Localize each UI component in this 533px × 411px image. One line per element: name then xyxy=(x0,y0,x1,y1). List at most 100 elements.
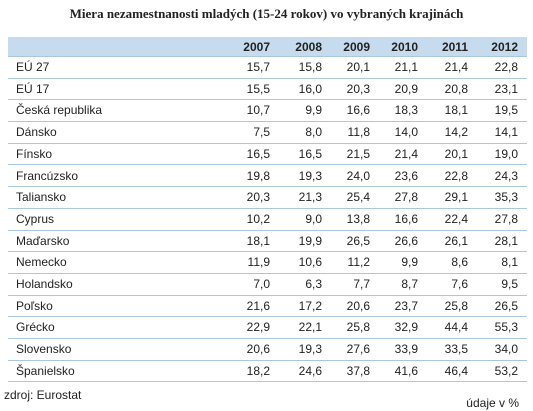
value-cell: 17,2 xyxy=(298,298,322,313)
value-cell: 6,3 xyxy=(305,277,322,291)
country: Fínsko xyxy=(16,146,53,161)
value-cell: 25,4 xyxy=(346,190,370,205)
table-row: Poľsko 21,6 17,2 20,6 23,7 25,8 26,5 xyxy=(8,296,527,318)
value-cell: 18,2 xyxy=(246,363,270,378)
value-cell: 19,3 xyxy=(298,168,322,183)
unit-note: údaje v % xyxy=(466,396,519,410)
value-cell: 11,2 xyxy=(347,255,370,270)
value-cell: 10,6 xyxy=(298,255,322,270)
title: Miera nezamestnanosti mladých (15-24 rok… xyxy=(69,6,464,21)
value-cell: 44,4 xyxy=(444,320,468,335)
value-cell: 7,7 xyxy=(353,277,370,291)
value-cell: 33,5 xyxy=(444,342,468,357)
value-cell: 29,1 xyxy=(444,190,468,205)
value-cell: 19,8 xyxy=(246,168,270,183)
value-cell: 22,4 xyxy=(444,211,468,226)
source: zdroj: Eurostat xyxy=(4,388,82,402)
value-cell: 22,8 xyxy=(444,168,468,183)
value-cell: 22,8 xyxy=(494,60,518,74)
value-cell: 16,5 xyxy=(298,146,322,161)
value-cell: 16,6 xyxy=(346,103,370,118)
value-cell: 18,1 xyxy=(246,233,270,248)
table-row: Dánsko 7,5 8,0 11,8 14,0 14,2 14,1 xyxy=(8,122,527,144)
table-row: Nemecko 11,9 10,6 11,2 9,9 8,6 8,1 xyxy=(8,252,527,274)
value-cell: 10,7 xyxy=(246,103,270,118)
value-cell: 11,8 xyxy=(347,125,370,140)
country: Česká republika xyxy=(16,103,103,118)
country: Taliansko xyxy=(16,190,67,205)
value-cell: 22,9 xyxy=(246,320,270,335)
value-cell: 19,0 xyxy=(494,146,518,161)
value-cell: 21,4 xyxy=(444,60,468,74)
value-cell: 41,6 xyxy=(394,363,418,378)
country: EÚ 17 xyxy=(16,81,50,96)
country: Dánsko xyxy=(16,125,57,140)
country: Nemecko xyxy=(16,255,67,270)
table-row: Maďarsko 18,1 19,9 26,5 26,6 26,1 28,1 xyxy=(8,231,527,253)
value-cell: 26,5 xyxy=(494,298,518,313)
value-cell: 21,4 xyxy=(394,146,418,161)
year-header: 2009 xyxy=(343,40,370,54)
value-cell: 16,6 xyxy=(394,211,418,226)
value-cell: 20,9 xyxy=(394,81,418,96)
value-cell: 53,2 xyxy=(494,363,518,378)
value-cell: 8,6 xyxy=(451,255,468,270)
table-row: Fínsko 16,5 16,5 21,5 21,4 20,1 19,0 xyxy=(8,144,527,166)
value-cell: 24,3 xyxy=(494,168,518,183)
value-cell: 15,5 xyxy=(246,81,270,96)
country: Poľsko xyxy=(16,298,53,313)
value-cell: 21,1 xyxy=(394,60,418,74)
value-cell: 24,0 xyxy=(346,168,370,183)
value-cell: 55,3 xyxy=(494,320,518,335)
value-cell: 19,3 xyxy=(298,342,322,357)
table-row: Slovensko 20,6 19,3 27,6 33,9 33,5 34,0 xyxy=(8,339,527,361)
value-cell: 7,5 xyxy=(253,125,270,140)
value-cell: 21,3 xyxy=(298,190,322,205)
country: Španielsko xyxy=(16,363,75,378)
value-cell: 23,6 xyxy=(394,168,418,183)
value-cell: 16,0 xyxy=(298,81,322,96)
year-header: 2011 xyxy=(441,40,468,54)
table-row: EÚ 27 15,7 15,8 20,1 21,1 21,4 22,8 xyxy=(8,57,527,79)
value-cell: 20,3 xyxy=(346,81,370,96)
country: Cyprus xyxy=(16,211,55,226)
value-cell: 15,7 xyxy=(246,60,270,74)
value-cell: 21,6 xyxy=(246,298,270,313)
value-cell: 26,1 xyxy=(444,233,468,248)
country: Grécko xyxy=(16,320,55,335)
country: EÚ 27 xyxy=(16,60,50,74)
value-cell: 46,4 xyxy=(444,363,468,378)
value-cell: 7,6 xyxy=(451,277,468,291)
value-cell: 28,1 xyxy=(494,233,518,248)
value-cell: 8,1 xyxy=(501,255,518,270)
value-cell: 26,6 xyxy=(394,233,418,248)
value-cell: 15,8 xyxy=(298,60,322,74)
value-cell: 20,8 xyxy=(444,81,468,96)
year-header: 2012 xyxy=(491,40,518,54)
value-cell: 13,8 xyxy=(346,211,370,226)
value-cell: 24,6 xyxy=(298,363,322,378)
value-cell: 35,3 xyxy=(494,190,518,205)
value-cell: 20,1 xyxy=(346,60,370,74)
value-cell: 23,1 xyxy=(494,81,518,96)
value-cell: 18,3 xyxy=(394,103,418,118)
value-cell: 7,0 xyxy=(253,277,270,291)
value-cell: 19,9 xyxy=(298,233,322,248)
value-cell: 16,5 xyxy=(246,146,270,161)
value-cell: 20,3 xyxy=(246,190,270,205)
value-cell: 10,2 xyxy=(246,211,270,226)
value-cell: 9,9 xyxy=(401,255,418,270)
year-header: 2010 xyxy=(391,40,418,54)
country: Francúzsko xyxy=(16,168,79,183)
header-row: 2007 2008 2009 2010 2011 2012 xyxy=(8,37,527,57)
value-cell: 27,8 xyxy=(394,190,418,205)
value-cell: 27,8 xyxy=(494,211,518,226)
value-cell: 22,1 xyxy=(298,320,322,335)
value-cell: 8,0 xyxy=(305,125,322,140)
value-cell: 20,6 xyxy=(246,342,270,357)
country: Holandsko xyxy=(16,277,73,291)
table-row: Cyprus 10,2 9,0 13,8 16,6 22,4 27,8 xyxy=(8,209,527,231)
table-row: Česká republika 10,7 9,9 16,6 18,3 18,1 19,5 xyxy=(8,100,527,123)
value-cell: 25,8 xyxy=(444,298,468,313)
value-cell: 20,6 xyxy=(346,298,370,313)
